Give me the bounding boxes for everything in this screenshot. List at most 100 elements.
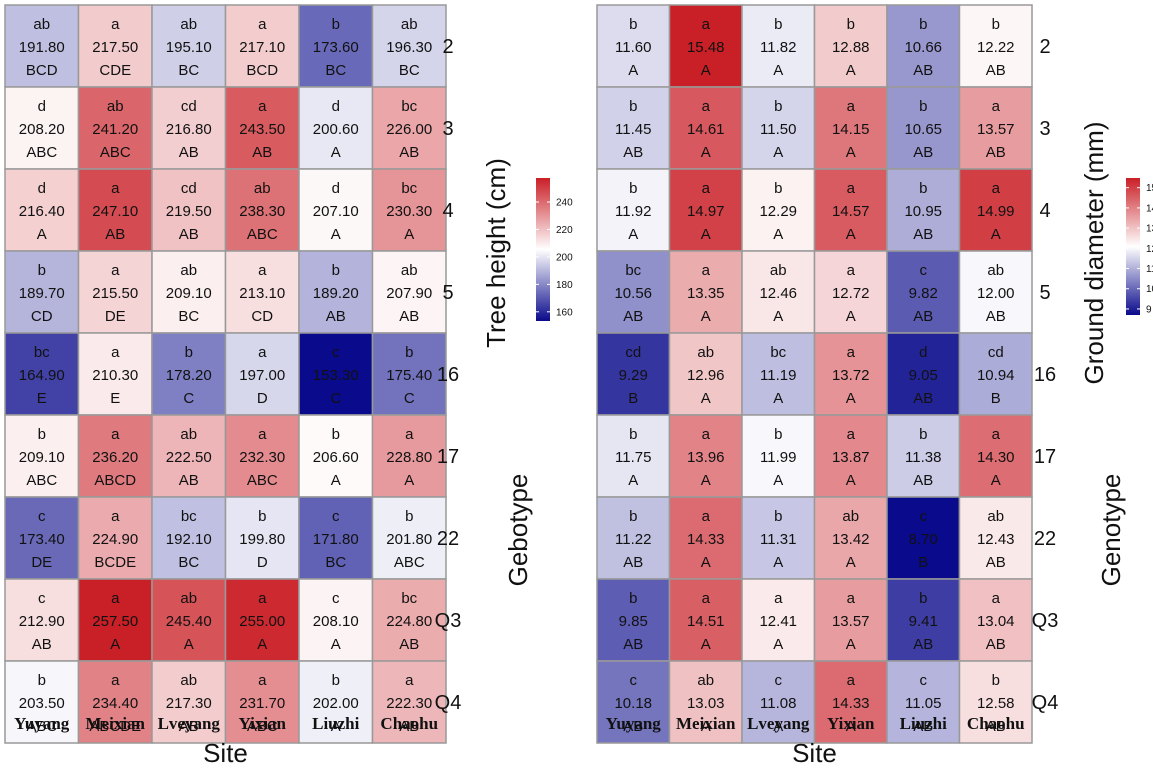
cell-top-letter: c [920, 672, 928, 689]
cell-value: 247.10 [92, 203, 138, 220]
cell-value: 14.30 [977, 449, 1015, 466]
cell-value: 206.60 [313, 449, 359, 466]
heatmap-cell: bc 10.56 AB [596, 250, 671, 334]
cell-bottom-letter: BCD [26, 62, 58, 79]
cell-value: 8.70 [909, 531, 938, 548]
cell-bottom-letter: A [257, 636, 267, 653]
cell-top-letter: a [847, 426, 856, 443]
cell-bottom-letter: AB [179, 144, 199, 161]
cell-top-letter: a [702, 508, 711, 525]
cell-value: 232.30 [239, 449, 285, 466]
cell-bottom-letter: AB [913, 472, 933, 489]
cell-top-letter: a [992, 180, 1001, 197]
cell-top-letter: b [629, 98, 637, 115]
cell-top-letter: bc [770, 344, 786, 361]
cell-bottom-letter: AB [623, 636, 643, 653]
heatmap-cell: b 189.20 AB [298, 250, 374, 334]
cell-fill [151, 4, 227, 88]
cell-bottom-letter: AB [179, 718, 199, 735]
genotype-label: 4 [442, 200, 453, 222]
cell-value: 13.57 [977, 121, 1015, 138]
cell-bottom-letter: A [701, 718, 711, 735]
cell-top-letter: b [919, 180, 927, 197]
colorbar-tick-label: 180 [556, 280, 573, 291]
cell-bottom-letter: D [257, 554, 268, 571]
heatmap-cell: b 10.66 AB [886, 4, 961, 88]
cell-value: 171.80 [313, 531, 359, 548]
heatmap-cell: bc 226.00 AB [371, 86, 447, 170]
heatmap-cell: b 12.88 A [813, 4, 888, 88]
cell-top-letter: b [919, 16, 927, 33]
cell-top-letter: b [332, 672, 340, 689]
cell-bottom-letter: A [701, 226, 711, 243]
cell-top-letter: a [702, 180, 711, 197]
heatmap-cell: c 11.08 A [741, 660, 816, 744]
heatmap-cell: ab 196.30 BC [371, 4, 447, 88]
heatmap-cell: a 13.57 AB [958, 86, 1033, 170]
cell-top-letter: b [629, 426, 637, 443]
cell-bottom-letter: BC [178, 554, 199, 571]
cell-top-letter: b [774, 508, 782, 525]
cell-value: 189.70 [19, 285, 65, 302]
cell-bottom-letter: BC [399, 62, 420, 79]
heatmap-cell: b 11.31 A [741, 496, 816, 580]
cell-value: 11.75 [615, 449, 651, 466]
heatmap-cell: b 11.22 AB [596, 496, 671, 580]
cell-fill [371, 414, 447, 498]
cell-bottom-letter: AB [913, 390, 933, 407]
heatmap-cell: a 14.61 A [668, 86, 743, 170]
heatmap-cell: c 9.82 AB [886, 250, 961, 334]
cell-top-letter: b [405, 508, 413, 525]
cell-bottom-letter: AB [986, 144, 1006, 161]
cell-top-letter: bc [401, 180, 417, 197]
cell-top-letter: b [258, 508, 266, 525]
heatmap-cell: d 208.20 ABC [4, 86, 80, 170]
heatmap-cell: a 222.30 AB [371, 660, 447, 744]
heatmap-cell: b 11.92 A [596, 168, 671, 252]
cell-bottom-letter: A [846, 636, 856, 653]
cell-fill [813, 86, 888, 170]
heatmap-cell: ab 241.20 ABC [77, 86, 153, 170]
cell-bottom-letter: AB [913, 62, 933, 79]
y-axis-title: Gebotype [503, 474, 533, 587]
heatmap-cell: b 175.40 C [371, 332, 447, 416]
heatmap-cell: a 13.57 A [813, 578, 888, 662]
cell-top-letter: ab [254, 180, 271, 197]
heatmap-cell: c 153.30 C [298, 332, 374, 416]
cell-bottom-letter: A [773, 226, 783, 243]
cell-fill [4, 332, 80, 416]
heatmap-cell: b 11.82 A [741, 4, 816, 88]
cell-fill [886, 660, 961, 744]
heatmap-cell: a 14.97 A [668, 168, 743, 252]
cell-fill [151, 250, 227, 334]
cell-top-letter: a [111, 426, 120, 443]
colorbar-tick-label: 13 [1146, 224, 1153, 235]
cell-bottom-letter: AB [326, 308, 346, 325]
cell-value: 11.31 [760, 531, 796, 548]
colorbar-title: Ground diameter (mm) [1079, 122, 1109, 385]
heatmap-cell: b 209.10 ABC [4, 414, 80, 498]
genotype-label: 22 [1034, 528, 1056, 550]
colorbar: 160 180 200 220 240 [536, 178, 573, 321]
heatmap-cell: b 203.50 ABC [4, 660, 80, 744]
cell-bottom-letter: AB [399, 308, 419, 325]
genotype-label: 16 [1034, 364, 1056, 386]
cell-bottom-letter: A [846, 226, 856, 243]
cell-bottom-letter: C [330, 390, 341, 407]
cell-top-letter: d [919, 344, 927, 361]
cell-fill [668, 168, 743, 252]
cell-top-letter: a [847, 672, 856, 689]
cell-fill [224, 250, 300, 334]
heatmap-cell: a 243.50 AB [224, 86, 300, 170]
cell-bottom-letter: BC [325, 554, 346, 571]
cell-value: 197.00 [239, 367, 285, 384]
cell-value: 255.00 [239, 613, 285, 630]
cell-bottom-letter: DE [31, 554, 52, 571]
cell-value: 208.20 [19, 121, 65, 138]
cell-fill [371, 660, 447, 744]
cell-bottom-letter: A [37, 226, 47, 243]
cell-top-letter: bc [625, 262, 641, 279]
cell-top-letter: ab [180, 262, 197, 279]
cell-value: 9.85 [619, 613, 648, 630]
cell-bottom-letter: A [846, 472, 856, 489]
